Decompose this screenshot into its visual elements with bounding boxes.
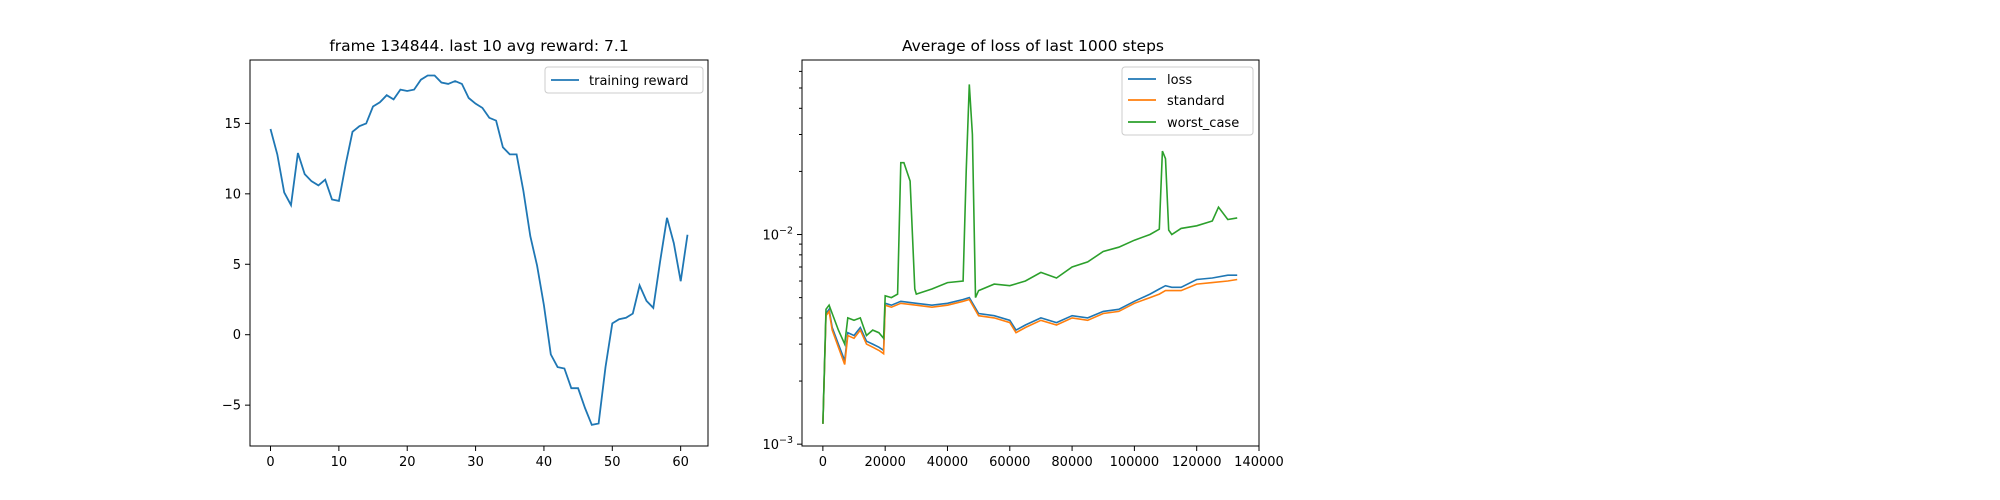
loss-chart: Average of loss of last 1000 steps 0 2000… (762, 37, 1283, 470)
loss-y-tick-label: 10−2 (762, 226, 793, 244)
reward-x-tick-label: 50 (604, 455, 621, 470)
reward-chart: frame 134844. last 10 avg reward: 7.1 0 1… (222, 37, 709, 470)
reward-x-tick-label: 40 (536, 455, 553, 470)
standard-series-line (822, 278, 1238, 424)
reward-x-tick-label: 20 (399, 455, 416, 470)
loss-x-tick-label: 120000 (1172, 455, 1222, 470)
loss-series-line (822, 274, 1238, 424)
loss-x-tick-label: 140000 (1234, 455, 1284, 470)
reward-x-tick-label: 60 (672, 455, 689, 470)
reward-plot-area (249, 59, 709, 447)
worst-case-legend-label: worst_case (1167, 116, 1239, 131)
reward-legend-box (544, 66, 704, 94)
standard-legend-label: standard (1167, 94, 1225, 109)
reward-chart-title: frame 134844. last 10 avg reward: 7.1 (329, 37, 628, 55)
reward-x-tick-label: 30 (467, 455, 484, 470)
reward-x-axis: 0 10 20 30 40 50 60 (266, 446, 689, 470)
loss-x-tick-label: 60000 (989, 455, 1030, 470)
reward-y-tick-label: 15 (224, 117, 241, 132)
loss-legend-box (1121, 66, 1254, 136)
reward-y-axis: −5 0 5 10 15 (222, 117, 250, 414)
loss-x-tick-label: 40000 (927, 455, 968, 470)
loss-x-axis: 0 20000 40000 60000 80000 100000 120000 140000 (819, 446, 1284, 470)
reward-legend-label: training reward (589, 74, 689, 89)
loss-legend: loss standard worst_case (1121, 66, 1254, 136)
loss-x-tick-label: 80000 (1051, 455, 1092, 470)
reward-y-tick-label: 5 (233, 258, 241, 273)
loss-x-tick-label: 100000 (1110, 455, 1160, 470)
training-reward-line (269, 74, 689, 426)
loss-legend-label: loss (1167, 73, 1192, 88)
worst-case-series-line (822, 84, 1238, 424)
reward-y-tick-label: 0 (233, 328, 241, 343)
loss-plot-area (801, 59, 1260, 447)
reward-y-tick-label: −5 (222, 399, 241, 414)
loss-y-tick-label: 10−3 (762, 435, 793, 453)
reward-x-tick-label: 0 (266, 455, 274, 470)
reward-legend: training reward (544, 66, 704, 94)
loss-chart-title: Average of loss of last 1000 steps (902, 37, 1164, 55)
reward-y-tick-label: 10 (224, 187, 241, 202)
reward-x-tick-label: 10 (331, 455, 348, 470)
loss-y-minor-ticks (799, 70, 802, 382)
loss-x-tick-label: 20000 (864, 455, 905, 470)
loss-x-tick-label: 0 (819, 455, 827, 470)
loss-y-axis: 10−3 10−2 (762, 226, 802, 453)
